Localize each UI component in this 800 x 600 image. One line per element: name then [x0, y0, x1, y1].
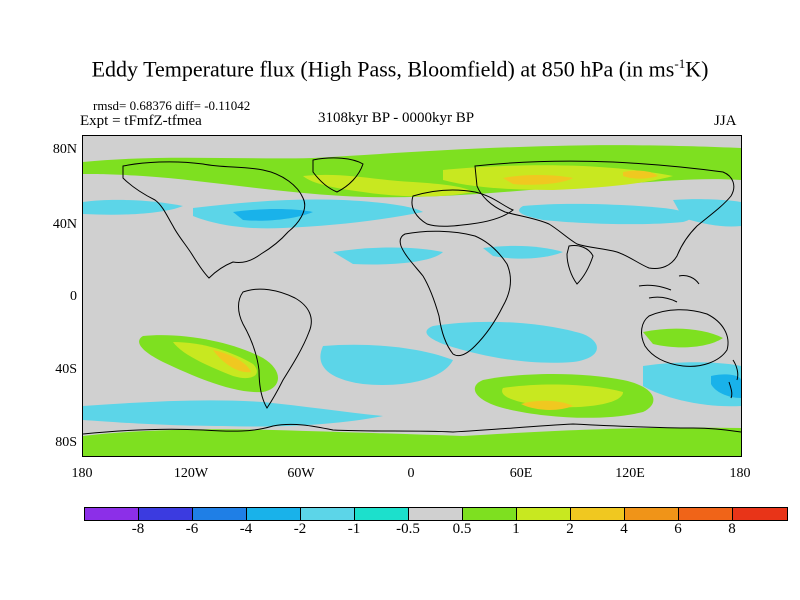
- lon-label-180-left: 180: [71, 466, 93, 481]
- colorbar-box: [301, 508, 355, 520]
- title-superscript: -1: [674, 56, 686, 71]
- north-atlantic-dark: [233, 209, 313, 221]
- lon-label-120e: 120E: [615, 466, 645, 481]
- west-pacific-negative: [83, 199, 183, 215]
- colorbar-label: -6: [185, 521, 199, 537]
- colorbar-label: 2: [566, 521, 574, 537]
- colorbar-label: 0.5: [452, 521, 472, 537]
- north-africa-negative: [333, 247, 443, 265]
- experiment-label: Expt = tFmfZ-tfmea: [80, 113, 202, 129]
- colorbar-label: -4: [239, 521, 253, 537]
- colorbar-label: 6: [674, 521, 682, 537]
- new-zealand-coast: [728, 359, 739, 399]
- north-atlantic-negative: [193, 199, 423, 229]
- colorbar-label: 8: [728, 521, 736, 537]
- lat-label-80n: 80N: [52, 142, 77, 157]
- colorbar-label: -2: [293, 521, 307, 537]
- coastlines: [83, 157, 741, 435]
- colorbar-label: 4: [620, 521, 628, 537]
- colorbar-box: [85, 508, 139, 520]
- colorbar-box: [679, 508, 733, 520]
- colorbar-box: [355, 508, 409, 520]
- lon-label-0: 0: [407, 466, 415, 481]
- colorbar-box: [733, 508, 787, 520]
- eurasia-negative: [519, 203, 692, 225]
- colorbar-label: -8: [131, 521, 145, 537]
- lat-label-40s: 40S: [55, 362, 77, 377]
- arctic-yellow-band-1: [303, 174, 473, 197]
- lon-label-60w: 60W: [287, 466, 315, 481]
- north-america-coast: [122, 161, 306, 279]
- colorbar-box: [571, 508, 625, 520]
- southern-ocean-orange: [521, 400, 573, 410]
- title-end: K): [685, 56, 709, 82]
- map-frame: [82, 135, 742, 457]
- colorbar-box: [409, 508, 463, 520]
- colorbar-box: [517, 508, 571, 520]
- south-indian-negative: [426, 321, 597, 363]
- antarctic-positive-band: [83, 427, 741, 456]
- colorbar: [84, 507, 788, 521]
- arctic-orange-patch: [503, 175, 573, 185]
- period-label: 3108kyr BP - 0000kyr BP: [318, 110, 475, 126]
- colorbar-label: -0.5: [396, 521, 420, 537]
- colorbar-box: [247, 508, 301, 520]
- map-title: Eddy Temperature flux (High Pass, Bloomf…: [0, 56, 800, 82]
- lon-label-180-right: 180: [729, 466, 751, 481]
- south-pacific-orange: [213, 350, 251, 373]
- greenland-coast: [312, 157, 364, 193]
- antarctica-coast: [83, 423, 741, 435]
- australia-dark: [711, 374, 741, 398]
- stats-text: rmsd= 0.68376 diff= -0.11042: [93, 98, 251, 113]
- colorbar-box: [139, 508, 193, 520]
- world-map: [83, 145, 741, 456]
- south-america-coast: [238, 288, 312, 409]
- colorbar-box: [625, 508, 679, 520]
- north-pacific-negative: [673, 199, 741, 227]
- southern-ocean-yellow: [502, 384, 623, 408]
- lat-label-40n: 40N: [52, 217, 77, 232]
- season-label: JJA: [714, 113, 737, 129]
- australia-south-negative: [643, 362, 741, 407]
- lat-label-80s: 80S: [55, 435, 77, 450]
- title-text: Eddy Temperature flux (High Pass, Bloomf…: [91, 56, 675, 82]
- colorbar-label: -1: [347, 521, 361, 537]
- siberia-orange-patch: [623, 170, 658, 179]
- asia-coast: [474, 160, 735, 269]
- africa-coast: [399, 230, 511, 357]
- south-atlantic-negative: [320, 344, 453, 385]
- indian-positive-patch: [643, 328, 723, 348]
- lat-label-0: 0: [70, 289, 77, 304]
- se-asia-islands: [638, 275, 700, 303]
- west-asia-negative: [483, 245, 563, 259]
- colorbar-box: [193, 508, 247, 520]
- colorbar-box: [463, 508, 517, 520]
- lon-label-60e: 60E: [509, 466, 533, 481]
- india-coast: [566, 245, 594, 285]
- europe-coast: [411, 189, 514, 227]
- antarctic-negative-band: [83, 400, 383, 427]
- colorbar-label: 1: [512, 521, 520, 537]
- australia-coast: [641, 309, 729, 367]
- lon-label-120w: 120W: [173, 466, 209, 481]
